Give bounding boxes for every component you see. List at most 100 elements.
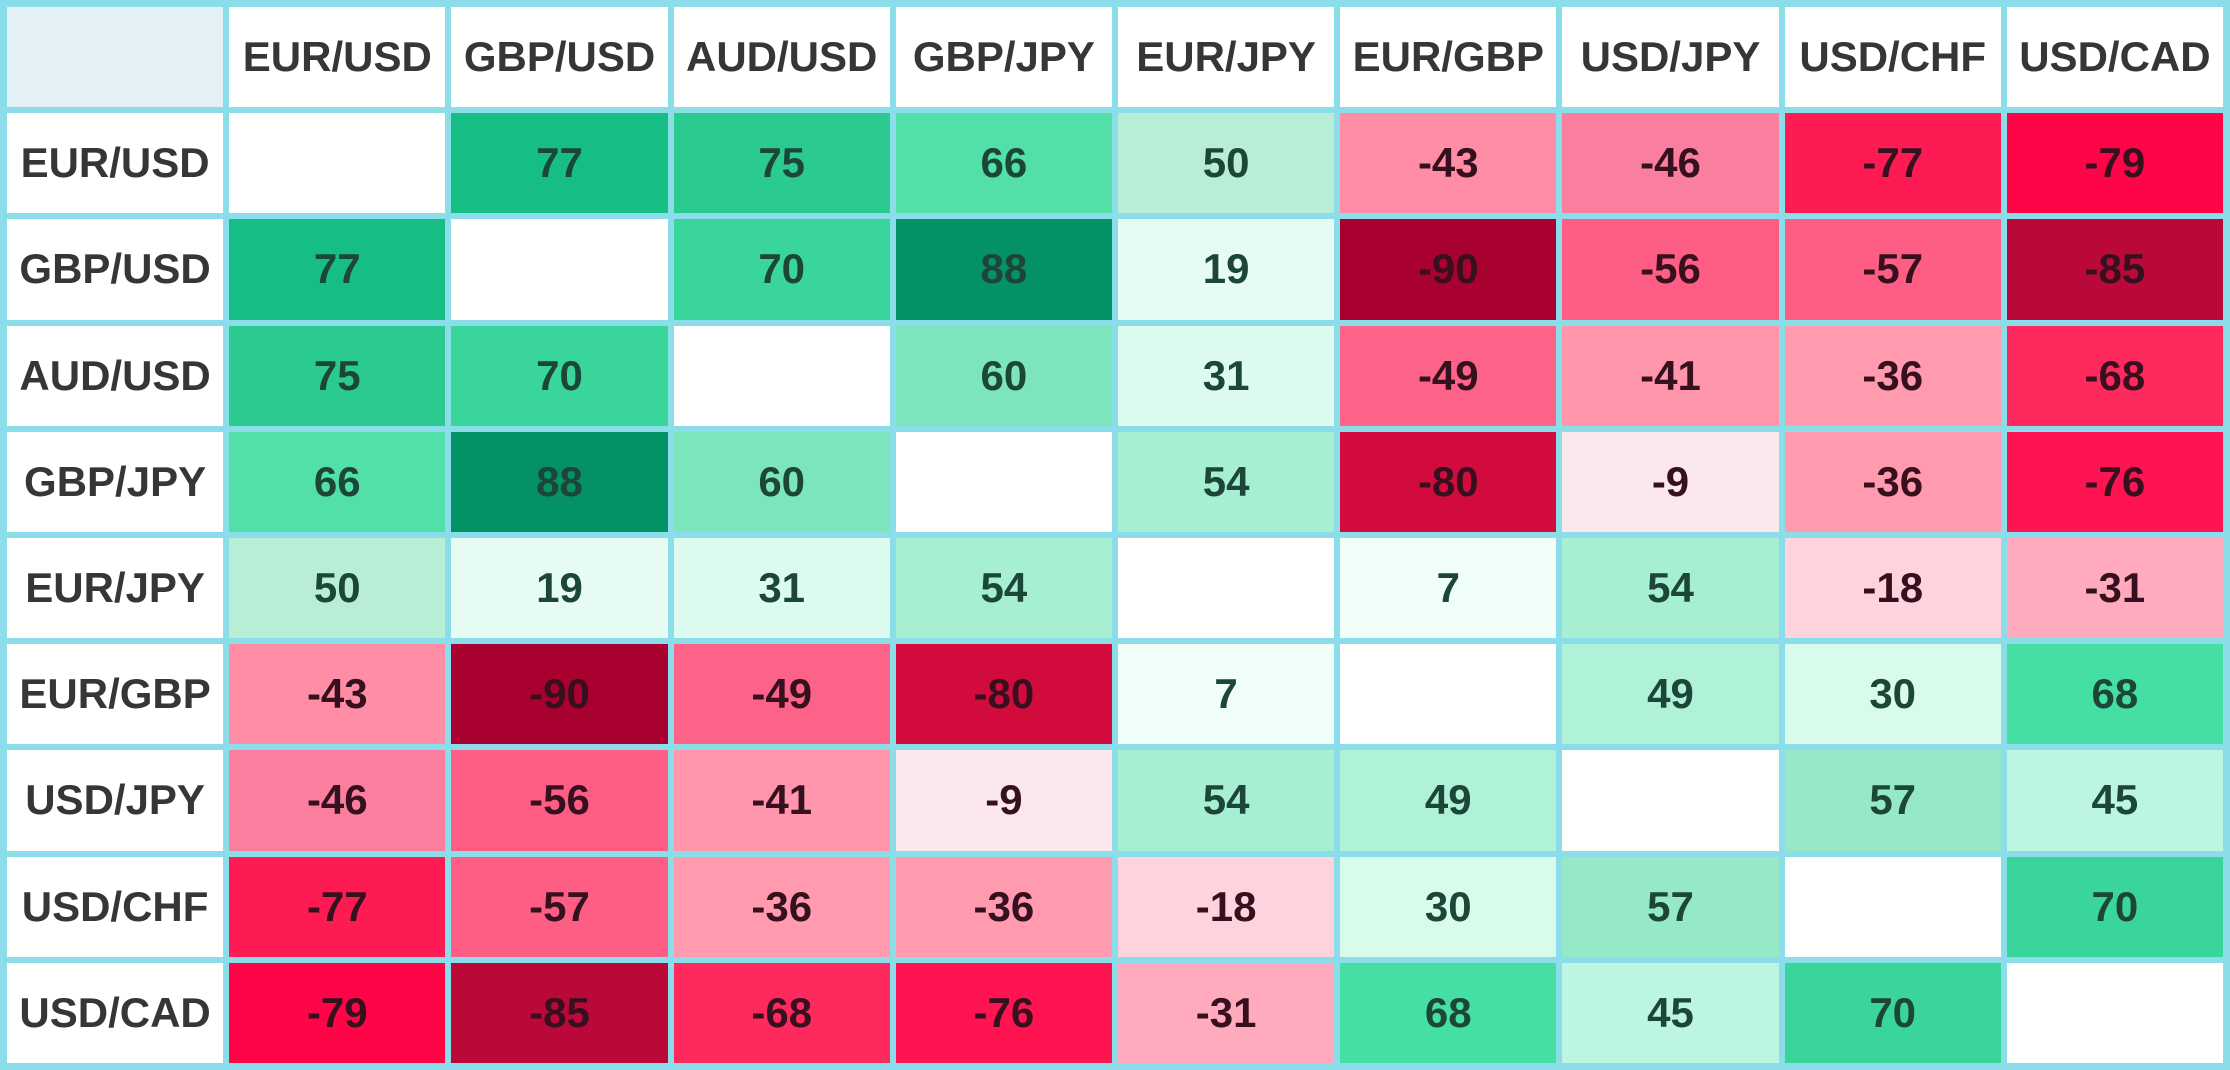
correlation-cell: -49 [673, 644, 890, 745]
correlation-cell: 54 [1117, 431, 1335, 532]
diagonal-cell [229, 113, 446, 214]
correlation-cell: 88 [451, 431, 668, 532]
correlation-cell: 66 [895, 113, 1112, 214]
correlation-cell: 68 [2006, 644, 2223, 745]
correlation-cell: -80 [1340, 431, 1557, 532]
correlation-cell: -36 [1784, 431, 2001, 532]
correlation-cell: -77 [1784, 113, 2001, 214]
column-header: USD/CAD [2006, 7, 2223, 108]
correlation-cell: -68 [673, 962, 890, 1063]
correlation-cell: -18 [1784, 537, 2001, 639]
diagonal-cell [895, 431, 1112, 532]
correlation-cell: 45 [1562, 962, 1779, 1063]
column-header: GBP/JPY [895, 7, 1112, 108]
correlation-cell: 19 [451, 537, 668, 639]
correlation-cell: -79 [2006, 113, 2223, 214]
correlation-cell: -9 [895, 750, 1112, 851]
diagonal-cell [1784, 856, 2001, 957]
correlation-cell: -56 [451, 750, 668, 851]
correlation-cell: 77 [451, 113, 668, 214]
row-label: EUR/USD [7, 113, 224, 214]
correlation-cell: -18 [1117, 856, 1335, 957]
correlation-cell: 7 [1117, 644, 1335, 745]
correlation-cell: 70 [2006, 856, 2223, 957]
column-header: EUR/USD [229, 7, 446, 108]
correlation-cell: -77 [229, 856, 446, 957]
correlation-cell: 19 [1117, 219, 1335, 320]
column-header: EUR/JPY [1117, 7, 1335, 108]
correlation-cell: 7 [1340, 537, 1557, 639]
correlation-cell: 31 [673, 537, 890, 639]
correlation-cell: 45 [2006, 750, 2223, 851]
correlation-cell: -68 [2006, 325, 2223, 426]
correlation-cell: -36 [895, 856, 1112, 957]
correlation-cell: -43 [229, 644, 446, 745]
correlation-cell: -46 [229, 750, 446, 851]
correlation-cell: -85 [451, 962, 668, 1063]
correlation-cell: 60 [673, 431, 890, 532]
correlation-cell: -49 [1340, 325, 1557, 426]
row-label: USD/CAD [7, 962, 224, 1063]
correlation-cell: 77 [229, 219, 446, 320]
correlation-cell: -41 [673, 750, 890, 851]
row-label: EUR/GBP [7, 644, 224, 745]
column-header: USD/JPY [1562, 7, 1779, 108]
diagonal-cell [673, 325, 890, 426]
correlation-cell: 50 [229, 537, 446, 639]
correlation-cell: 57 [1784, 750, 2001, 851]
column-header: EUR/GBP [1340, 7, 1557, 108]
correlation-cell: -85 [2006, 219, 2223, 320]
row-label: AUD/USD [7, 325, 224, 426]
correlation-cell: -76 [2006, 431, 2223, 532]
matrix-corner-cell [7, 7, 224, 108]
correlation-cell: -9 [1562, 431, 1779, 532]
correlation-cell: -80 [895, 644, 1112, 745]
correlation-cell: 54 [1562, 537, 1779, 639]
correlation-cell: -76 [895, 962, 1112, 1063]
correlation-cell: 54 [895, 537, 1112, 639]
correlation-cell: -36 [1784, 325, 2001, 426]
correlation-cell: 54 [1117, 750, 1335, 851]
diagonal-cell [1117, 537, 1335, 639]
correlation-cell: 49 [1562, 644, 1779, 745]
correlation-cell: -41 [1562, 325, 1779, 426]
diagonal-cell [451, 219, 668, 320]
correlation-cell: 31 [1117, 325, 1335, 426]
correlation-cell: 30 [1340, 856, 1557, 957]
correlation-cell: -57 [1784, 219, 2001, 320]
correlation-cell: -79 [229, 962, 446, 1063]
row-label: USD/JPY [7, 750, 224, 851]
row-label: USD/CHF [7, 856, 224, 957]
correlation-cell: -90 [1340, 219, 1557, 320]
correlation-cell: -36 [673, 856, 890, 957]
correlation-cell: 75 [673, 113, 890, 214]
correlation-cell: 60 [895, 325, 1112, 426]
correlation-cell: 49 [1340, 750, 1557, 851]
row-label: GBP/USD [7, 219, 224, 320]
diagonal-cell [1340, 644, 1557, 745]
correlation-cell: 50 [1117, 113, 1335, 214]
correlation-cell: -31 [1117, 962, 1335, 1063]
correlation-cell: -31 [2006, 537, 2223, 639]
correlation-cell: -90 [451, 644, 668, 745]
correlation-cell: 70 [673, 219, 890, 320]
correlation-cell: 88 [895, 219, 1112, 320]
correlation-cell: -46 [1562, 113, 1779, 214]
correlation-cell: 75 [229, 325, 446, 426]
diagonal-cell [1562, 750, 1779, 851]
correlation-cell: 30 [1784, 644, 2001, 745]
row-label: EUR/JPY [7, 537, 224, 639]
correlation-cell: 70 [1784, 962, 2001, 1063]
correlation-cell: -57 [451, 856, 668, 957]
column-header: GBP/USD [451, 7, 668, 108]
correlation-cell: 70 [451, 325, 668, 426]
diagonal-cell [2006, 962, 2223, 1063]
correlation-cell: 66 [229, 431, 446, 532]
correlation-cell: 68 [1340, 962, 1557, 1063]
row-label: GBP/JPY [7, 431, 224, 532]
column-header: AUD/USD [673, 7, 890, 108]
correlation-cell: 57 [1562, 856, 1779, 957]
column-header: USD/CHF [1784, 7, 2001, 108]
correlation-cell: -56 [1562, 219, 1779, 320]
